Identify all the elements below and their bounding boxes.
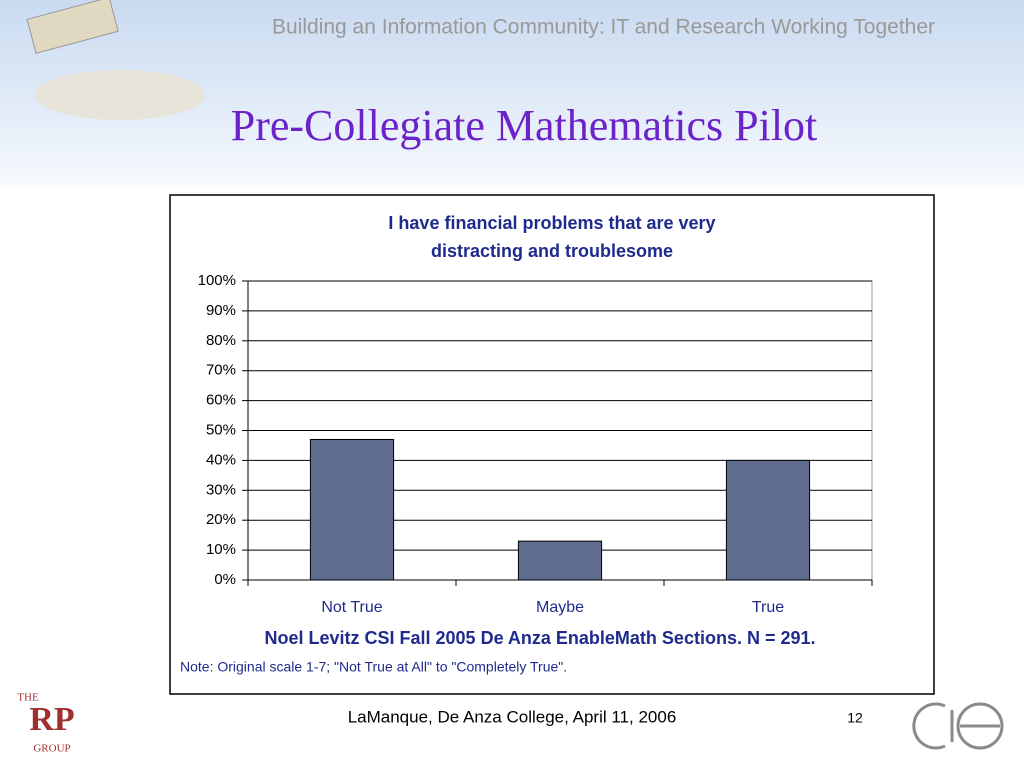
y-tick-label: 0% [214, 571, 236, 588]
bar [517, 540, 603, 581]
y-tick-label: 30% [206, 481, 236, 498]
cisoa-logo [912, 702, 1004, 750]
y-tick-label: 80% [206, 332, 236, 349]
logo-text: RP [29, 701, 74, 738]
footer-text: LaManque, De Anza College, April 11, 200… [348, 707, 677, 726]
page-number: 12 [847, 710, 863, 726]
bar [309, 438, 395, 581]
chart-frame [169, 194, 935, 695]
y-tick-label: 40% [206, 451, 236, 468]
chart-title: I have financial problems that are very [388, 213, 715, 233]
y-tick-label: 20% [206, 511, 236, 528]
slide-title: Pre-Collegiate Mathematics Pilot [231, 101, 818, 150]
logo-text: THE [17, 692, 39, 704]
banner-text: Building an Information Community: IT an… [272, 16, 935, 39]
y-tick-label: 10% [206, 541, 236, 558]
y-tick-label: 70% [206, 362, 236, 379]
chart-title: distracting and troublesome [431, 241, 673, 261]
x-tick-label: Not True [321, 599, 382, 616]
y-tick-label: 60% [206, 392, 236, 409]
x-tick-label: Maybe [536, 599, 584, 616]
x-tick-label: True [752, 599, 784, 616]
sign [26, 0, 119, 54]
chart-note: Note: Original scale 1-7; "Not True at A… [180, 659, 567, 675]
logo-text: GROUP [33, 743, 70, 755]
chart-caption: Noel Levitz CSI Fall 2005 De Anza Enable… [264, 628, 815, 648]
y-tick-label: 50% [206, 421, 236, 438]
bar [725, 459, 811, 581]
mascot [35, 70, 205, 120]
y-tick-label: 90% [206, 302, 236, 319]
y-tick-label: 100% [198, 272, 236, 289]
